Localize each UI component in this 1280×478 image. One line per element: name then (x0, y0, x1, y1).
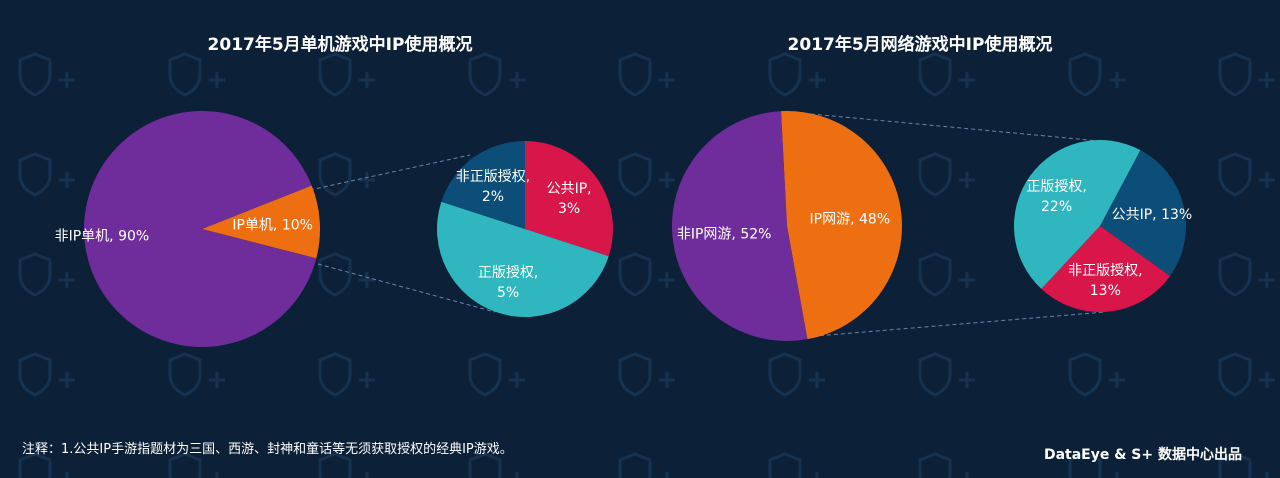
pie-slice (780, 111, 902, 340)
slice-label: IP网游, 48% (810, 212, 891, 228)
chart-title-single-player: 2017年5月单机游戏中IP使用概况 (207, 35, 473, 55)
breakdown-slice (1014, 140, 1141, 289)
breakdown-slice (437, 201, 609, 317)
breakdown-slice (441, 141, 525, 229)
chart-title-online: 2017年5月网络游戏中IP使用概况 (787, 35, 1053, 55)
connector-line (309, 154, 471, 191)
breakdown-label: 公共IP, (547, 181, 592, 197)
slice-label: IP单机, 10% (232, 218, 313, 234)
connector-line (791, 311, 1106, 339)
breakdown-label: 正版授权, (1026, 179, 1086, 195)
breakdown-label: 正版授权, (478, 265, 538, 281)
credit-text: DataEye & S+ 数据中心出品 (1043, 447, 1242, 463)
breakdown-slice (525, 141, 613, 257)
breakdown-label: 非正版授权, (1068, 263, 1142, 279)
slice-label: 非IP网游, 52% (677, 226, 772, 242)
breakdown-value: 13% (1090, 283, 1121, 299)
pie-chart-online: IP网游, 48% 非IP网游, 52% 公共IP, 13% 非正版授权, 13% 正版授… (671, 111, 1193, 342)
breakdown-value: 2% (482, 189, 504, 205)
connector-line (789, 111, 1111, 143)
pie-slice (671, 111, 808, 342)
breakdown-value: 3% (558, 201, 580, 217)
pie-chart-single-player: IP单机, 10% 非IP单机, 90% 公共IP, 3% 正版授权, 5% 非正版授权, 2… (55, 111, 613, 348)
pie-slice (83, 111, 317, 348)
pie-slice (202, 185, 320, 259)
breakdown-label: 非正版授权, (456, 169, 530, 185)
breakdown-value: 22% (1041, 199, 1072, 215)
breakdown-slice (1041, 226, 1171, 312)
breakdown-value: 5% (497, 285, 519, 301)
connector-line (317, 263, 496, 313)
footnote: 注释：1.公共IP手游指题材为三国、西游、封神和童话等无须获取授权的经典IP游戏… (22, 442, 513, 457)
breakdown-label: 公共IP, 13% (1112, 207, 1193, 223)
breakdown-slice (1100, 150, 1186, 276)
slice-label: 非IP单机, 90% (55, 228, 150, 244)
